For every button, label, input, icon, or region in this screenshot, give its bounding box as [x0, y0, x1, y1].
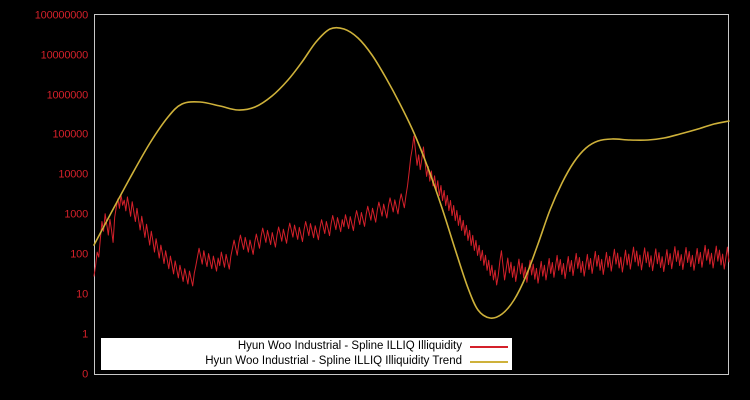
y-axis-tick-100: 100: [70, 248, 88, 261]
y-axis-tick-10: 10: [76, 288, 88, 301]
legend-item-illiquidity[interactable]: Hyun Woo Industrial - Spline ILLIQ Illiq…: [101, 339, 508, 354]
y-axis-tick-10000000: 10000000: [40, 49, 89, 62]
series-line-illiquidity: [93, 135, 730, 287]
y-axis-tick-1000000: 1000000: [46, 89, 89, 102]
plot-frame: [94, 14, 729, 375]
y-axis-tick-100000000: 100000000: [34, 9, 88, 22]
legend-label-illiquidity-trend: Hyun Woo Industrial - Spline ILLIQ Illiq…: [205, 355, 462, 367]
y-axis-tick-10000: 10000: [58, 168, 88, 181]
legend-item-illiquidity-trend[interactable]: Hyun Woo Industrial - Spline ILLIQ Illiq…: [101, 354, 508, 369]
y-axis-tick-1: 1: [82, 328, 88, 341]
legend-label-illiquidity: Hyun Woo Industrial - Spline ILLIQ Illiq…: [237, 340, 462, 352]
legend-swatch-illiquidity: [470, 345, 508, 348]
series-layer: [93, 26, 730, 319]
chart-legend[interactable]: Hyun Woo Industrial - Spline ILLIQ Illiq…: [101, 338, 512, 370]
y-axis-tick-100000: 100000: [52, 128, 88, 141]
legend-swatch-illiquidity-trend: [470, 360, 508, 363]
series-line-illiquidity-trend: [93, 26, 730, 319]
y-axis-tick-0: 0: [82, 368, 88, 381]
y-axis-tick-labels: 100000000 10000000 1000000 100000 10000 1000 1…: [0, 0, 88, 400]
y-axis-tick-1000: 1000: [64, 208, 88, 221]
